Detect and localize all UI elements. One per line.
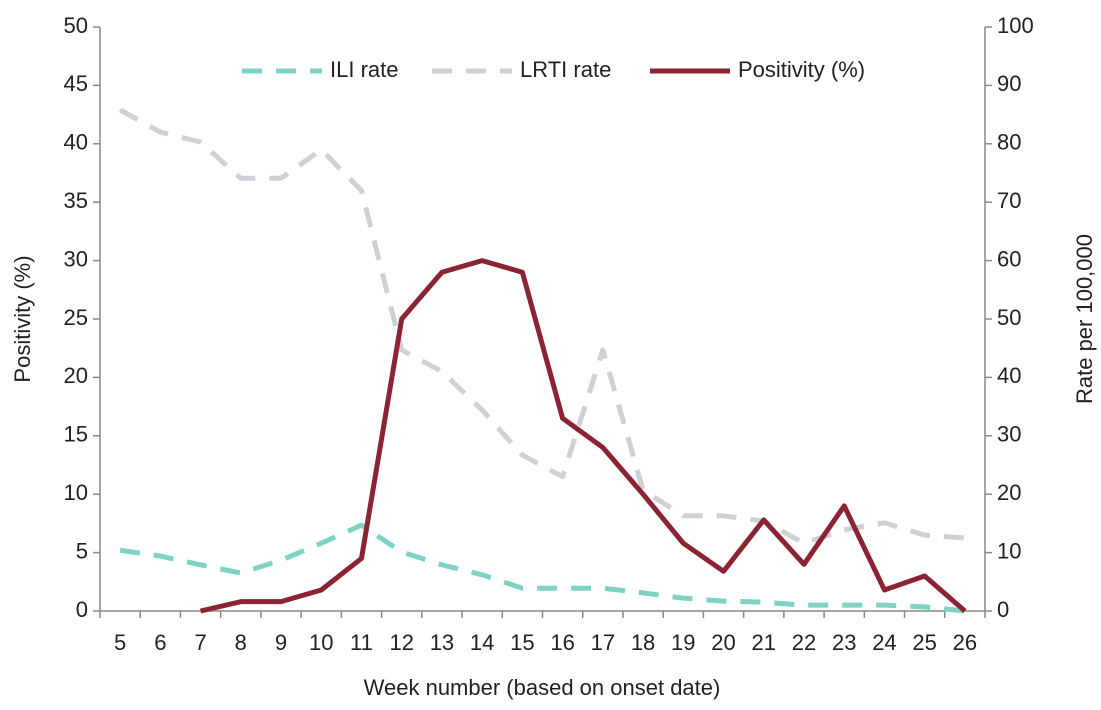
x-tick-label: 7 (194, 630, 206, 655)
y-tick-label: 10 (64, 480, 88, 505)
x-axis-label: Week number (based on onset date) (364, 675, 721, 700)
x-tick-label: 26 (953, 630, 977, 655)
y-tick-label: 0 (76, 597, 88, 622)
x-tick-label: 10 (309, 630, 333, 655)
legend-label: ILI rate (330, 57, 398, 82)
y-tick-label: 50 (64, 13, 88, 38)
x-tick-label: 14 (470, 630, 494, 655)
series-line (200, 258, 967, 614)
y2-tick-label: 0 (997, 597, 1009, 622)
x-tick-label: 22 (792, 630, 816, 655)
y2-tick-label: 80 (997, 130, 1021, 155)
x-tick-label: 25 (912, 630, 936, 655)
x-tick-label: 23 (832, 630, 856, 655)
x-tick-label: 20 (711, 630, 735, 655)
x-tick-label: 16 (550, 630, 574, 655)
y2-tick-label: 60 (997, 246, 1021, 271)
y-tick-label: 40 (64, 130, 88, 155)
y2-tick-label: 40 (997, 363, 1021, 388)
x-tick-label: 17 (591, 630, 615, 655)
y-tick-label: 35 (64, 188, 88, 213)
y2-tick-label: 70 (997, 188, 1021, 213)
legend-label: Positivity (%) (738, 57, 865, 82)
series-line (119, 522, 966, 614)
y-tick-label: 30 (64, 246, 88, 271)
y2-axis-label: Rate per 100,000 (1072, 234, 1097, 404)
y2-tick-label: 10 (997, 538, 1021, 563)
x-tick-label: 5 (114, 630, 126, 655)
y2-tick-label: 20 (997, 480, 1021, 505)
y-axis-label: Positivity (%) (10, 255, 35, 382)
y2-tick-label: 50 (997, 305, 1021, 330)
y2-tick-label: 90 (997, 71, 1021, 96)
x-tick-label: 11 (350, 630, 373, 655)
x-tick-label: 9 (275, 630, 287, 655)
x-tick-label: 13 (430, 630, 454, 655)
y-tick-label: 45 (64, 71, 88, 96)
x-tick-label: 18 (631, 630, 655, 655)
y2-tick-label: 30 (997, 422, 1021, 447)
x-tick-label: 24 (872, 630, 896, 655)
y-tick-label: 25 (64, 305, 88, 330)
y-tick-label: 20 (64, 363, 88, 388)
x-tick-label: 12 (389, 630, 413, 655)
x-tick-label: 15 (510, 630, 534, 655)
x-tick-label: 6 (154, 630, 166, 655)
x-tick-label: 21 (752, 630, 776, 655)
x-tick-label: 19 (671, 630, 695, 655)
y2-tick-label: 100 (997, 13, 1034, 38)
y-tick-label: 15 (64, 422, 88, 447)
y-tick-label: 5 (76, 538, 88, 563)
x-tick-label: 8 (235, 630, 247, 655)
legend-label: LRTI rate (520, 57, 611, 82)
